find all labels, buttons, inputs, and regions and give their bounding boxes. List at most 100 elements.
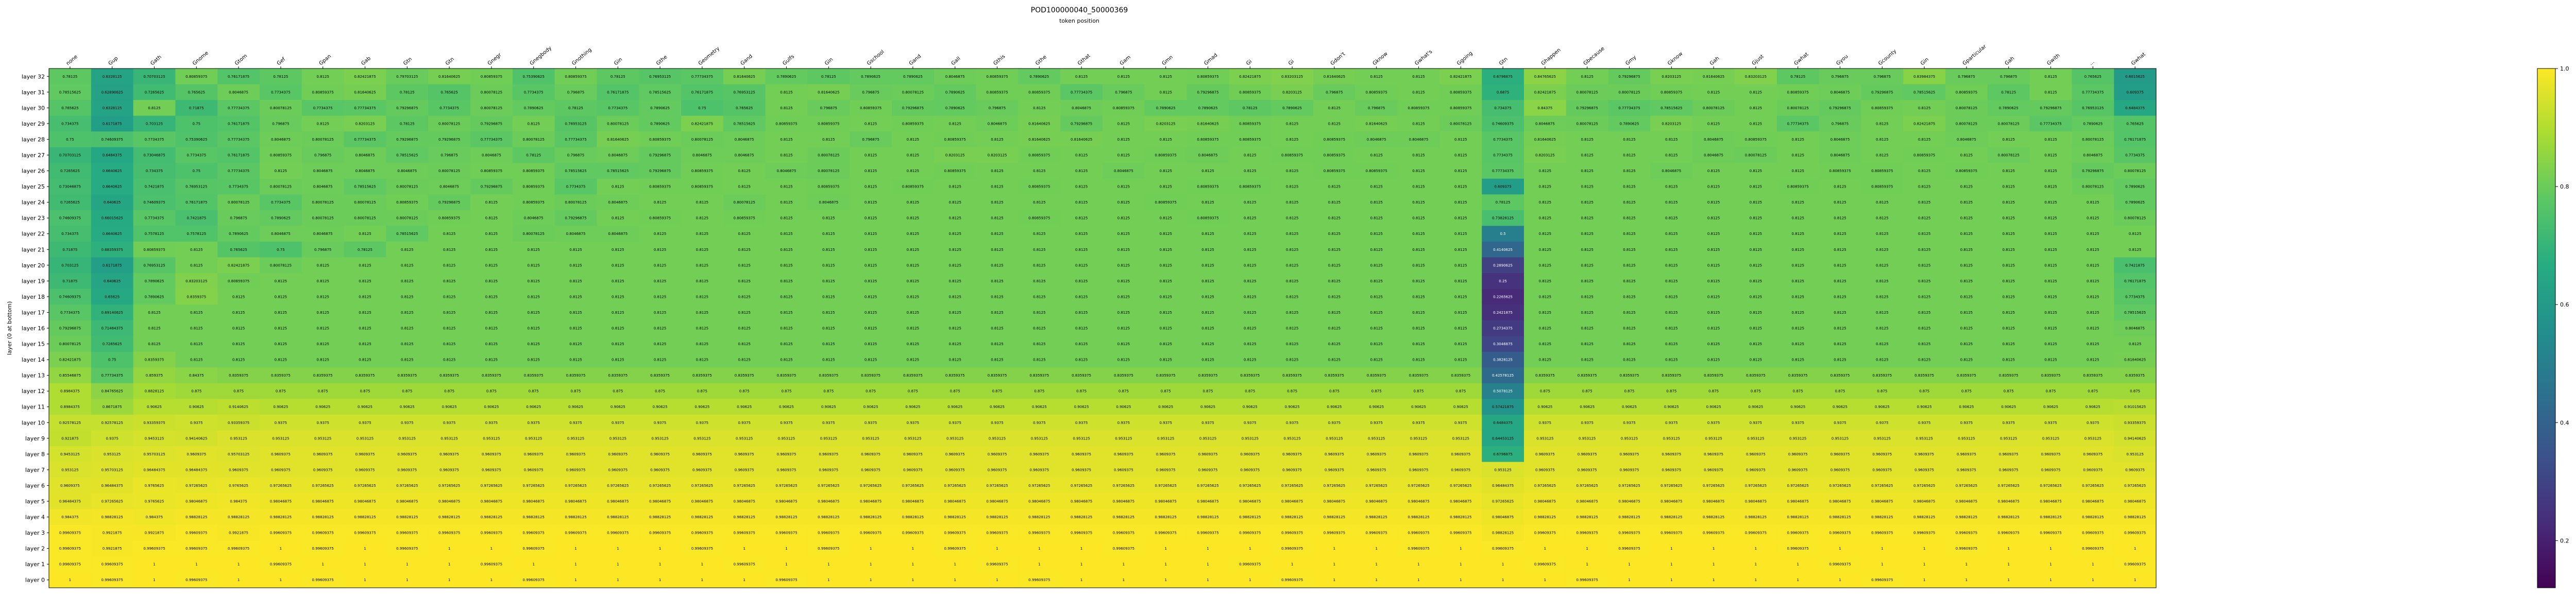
cell-value-label: 0.875 — [1961, 389, 1972, 394]
cell-value-label: 0.9375 — [1623, 421, 1636, 425]
cell-value-label: 0.8125 — [696, 279, 709, 283]
heatmap-cell — [1861, 178, 1904, 195]
heatmap-cell — [260, 84, 302, 100]
cell-value-label: 0.875 — [1540, 389, 1550, 394]
heatmap-cell — [723, 194, 766, 211]
cell-value-label: 0.81640625 — [1028, 138, 1050, 142]
cell-value-label: 0.875 — [1455, 389, 1466, 394]
cell-value-label: 0.8125 — [1960, 295, 1973, 299]
cell-value-label: 0.74609375 — [1492, 122, 1514, 126]
heatmap-cell — [133, 115, 176, 132]
cell-value-label: 0.8125 — [1075, 216, 1088, 220]
cell-value-label: 0.8125 — [1412, 342, 1425, 346]
heatmap-cell — [260, 147, 302, 163]
cell-value-label: 0.80078125 — [1956, 122, 1977, 126]
cell-value-label: 0.8125 — [1876, 263, 1889, 267]
cell-value-label: 0.97265625 — [734, 484, 755, 488]
heatmap-cell — [301, 100, 345, 116]
cell-value-label: 0.7890625 — [650, 106, 670, 110]
cell-value-label: 1 — [574, 547, 577, 551]
cell-value-label: 0.98828125 — [1239, 515, 1261, 519]
cell-value-label: 0.8359375 — [1914, 373, 1934, 378]
cell-value-label: 0.9609375 — [1072, 468, 1091, 472]
cell-value-label: 0.8125 — [1117, 232, 1130, 236]
cell-value-label: 0.9609375 — [2083, 468, 2103, 472]
y-tick-label: layer 18 — [22, 294, 45, 300]
cell-value-label: 0.2421875 — [1493, 311, 1513, 315]
cell-value-label: 1 — [1586, 547, 1588, 551]
cell-value-label: 0.8125 — [1623, 138, 1636, 142]
cell-value-label: 0.8125 — [1581, 138, 1594, 142]
heatmap-cell — [1187, 163, 1229, 179]
cell-value-label: 0.99609375 — [1577, 531, 1598, 535]
cell-value-label: 0.7734375 — [1493, 154, 1513, 158]
cell-value-label: 0.7734375 — [229, 185, 248, 189]
cell-value-label: 0.8125 — [1370, 248, 1383, 252]
cell-value-label: 0.9609375 — [1240, 468, 1260, 472]
cell-value-label: 0.8125 — [1159, 216, 1172, 220]
cell-value-label: 0.9609375 — [271, 468, 291, 472]
heatmap-cell — [554, 178, 597, 195]
cell-value-label: 0.8125 — [1876, 232, 1889, 236]
cell-value-label: 0.8125 — [991, 295, 1004, 299]
cell-value-label: 0.9375 — [485, 421, 498, 425]
cell-value-label: 0.98046875 — [438, 500, 460, 504]
cell-value-label: 0.5 — [1500, 232, 1506, 236]
heatmap-cell — [91, 100, 134, 116]
cell-value-label: 0.875 — [1076, 389, 1087, 394]
cell-value-label: 0.7890625 — [145, 295, 164, 299]
cell-value-label: 0.8125 — [780, 232, 793, 236]
cell-value-label: 0.8125 — [2002, 279, 2015, 283]
cell-value-label: 0.82421875 — [1913, 122, 1935, 126]
cell-value-label: 0.8359375 — [145, 358, 164, 362]
cell-value-label: 0.79296875 — [902, 106, 924, 110]
cell-value-label: 1 — [617, 547, 619, 551]
y-tick-label: layer 20 — [22, 262, 45, 269]
heatmap-cell — [133, 147, 176, 163]
cell-value-label: 0.8125 — [948, 358, 961, 362]
cell-value-label: 0.8125 — [822, 216, 835, 220]
cell-value-label: 0.8359375 — [2083, 373, 2103, 378]
cell-value-label: 0.99609375 — [775, 531, 797, 535]
heatmap-cell — [1103, 84, 1145, 100]
heatmap-cell — [681, 115, 724, 132]
cell-value-label: 0.8125 — [1707, 311, 1720, 315]
heatmap-cell — [2029, 69, 2072, 85]
cell-value-label: 0.80859375 — [1155, 200, 1177, 205]
cell-value-label: 0.8125 — [2044, 216, 2057, 220]
cell-value-label: 0.98046875 — [1956, 500, 1977, 504]
cell-value-label: 0.99609375 — [734, 531, 755, 535]
cell-value-label: 0.8125 — [696, 263, 709, 267]
cell-value-label: 0.97265625 — [101, 500, 123, 504]
cell-value-label: 0.99609375 — [185, 578, 207, 582]
cell-value-label: 0.81640625 — [1366, 122, 1387, 126]
cell-value-label: 0.8125 — [1033, 232, 1046, 236]
cell-value-label: 0.8046875 — [524, 216, 544, 220]
cell-value-label: 0.8125 — [2044, 154, 2057, 158]
cell-value-label: 0.91015625 — [2124, 405, 2146, 409]
cell-value-label: 0.90625 — [1200, 405, 1215, 409]
heatmap-cell — [1524, 147, 1567, 163]
heatmap-cell — [217, 84, 260, 100]
cell-value-label: 0.80859375 — [1408, 106, 1429, 110]
heatmap-cell — [2029, 84, 2072, 100]
cell-value-label: 0.8125 — [1454, 200, 1467, 205]
cell-value-label: 0.98046875 — [1408, 500, 1429, 504]
cell-value-label: 0.734375 — [146, 169, 163, 173]
cell-value-label: 0.98828125 — [1956, 515, 1977, 519]
heatmap-cell — [470, 100, 513, 116]
cell-value-label: 0.8359375 — [861, 373, 880, 378]
cell-value-label: 0.8203125 — [1535, 154, 1555, 158]
cell-value-label: 0.8125 — [991, 311, 1004, 315]
cell-value-label: 0.8125 — [1665, 185, 1678, 189]
cell-value-label: 0.9609375 — [355, 468, 375, 472]
cell-value-label: 0.90625 — [526, 405, 541, 409]
heatmap-cell — [1945, 163, 1988, 179]
cell-value-label: 1 — [406, 578, 408, 582]
cell-value-label: 0.953125 — [525, 436, 542, 440]
cell-value-label: 0.9375 — [401, 421, 414, 425]
cell-value-label: 0.80078125 — [1998, 122, 2020, 126]
cell-value-label: 0.8125 — [1665, 311, 1678, 315]
cell-value-label: 0.78515625 — [59, 90, 81, 94]
cell-value-label: 0.97265625 — [2040, 484, 2061, 488]
